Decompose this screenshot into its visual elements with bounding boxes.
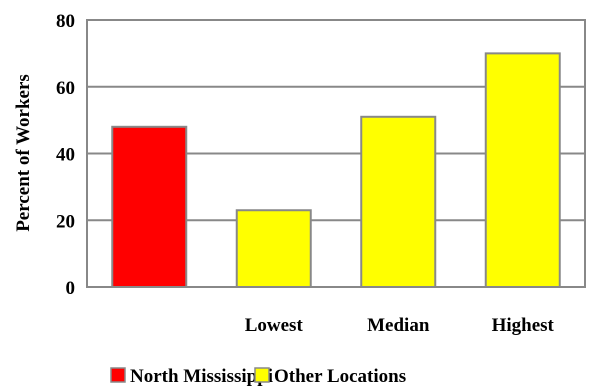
legend-label: North Mississippi [130,366,273,387]
y-tick-label: 40 [56,145,75,166]
y-tick-label: 60 [56,78,75,99]
x-tick-label: Lowest [245,315,304,336]
bar-north-mississippi [111,125,188,288]
y-tick-label: 20 [56,211,75,232]
y-tick-label: 0 [66,278,76,299]
legend: North Mississippi Other Locations [110,366,406,387]
bar-lowest [235,209,312,288]
legend-swatch [110,367,126,383]
legend-swatch [254,367,270,383]
y-tick-labels: 0 20 40 60 80 [56,11,75,299]
bar-highest [484,52,561,288]
legend-label: Other Locations [274,366,406,387]
y-axis-title: Percent of Workers [13,74,34,232]
y-tick-label: 80 [56,11,75,32]
x-tick-labels: Lowest Median Highest [245,315,555,336]
x-tick-label: Highest [492,315,555,336]
bar-median [360,115,437,288]
bars [111,52,561,288]
x-tick-label: Median [367,315,430,336]
